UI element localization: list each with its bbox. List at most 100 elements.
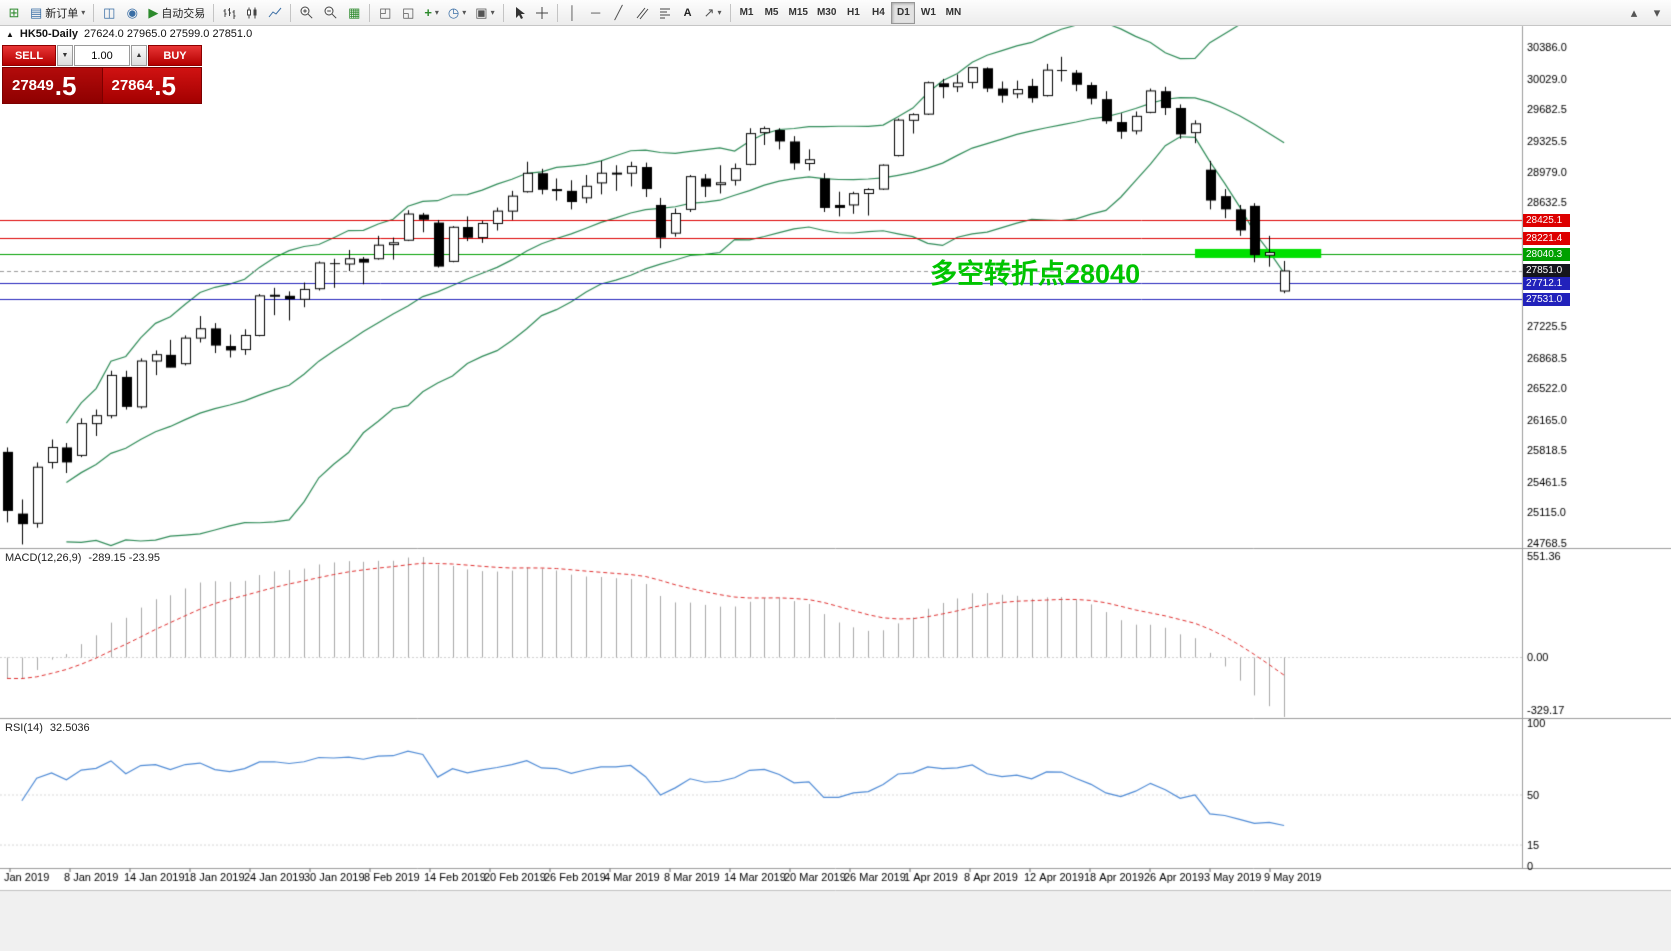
chevron-down-icon: ▾ <box>81 8 86 17</box>
toolbar-separator <box>556 3 558 22</box>
toolbar-extra-down-button[interactable]: ▾ <box>1646 2 1668 24</box>
profiles-button[interactable]: ◫ <box>98 2 120 24</box>
ask-price-display[interactable]: 27864 .5 <box>102 67 202 104</box>
templates-button[interactable]: ▣ ▾ <box>471 2 498 24</box>
trendline-icon: ╱ <box>614 5 623 20</box>
indicators-grid-button[interactable]: ▦ <box>343 2 365 24</box>
triangle-down-icon: ▼ <box>61 52 69 59</box>
rsi-title: RSI(14) <box>5 722 43 734</box>
bid-price-fraction: .5 <box>54 70 77 101</box>
new-chart-icon: ⊞ <box>8 5 20 20</box>
crosshair-tool-button[interactable] <box>531 2 553 24</box>
timeframe-m5-button[interactable]: M5 <box>760 2 784 24</box>
level-price-label: 27712.1 <box>1523 276 1570 290</box>
timeframe-m1-button[interactable]: M1 <box>735 2 759 24</box>
bid-price-main: 27849 <box>12 77 54 94</box>
template-icon: ▣ <box>475 5 488 20</box>
chevron-down-icon: ▾ <box>490 8 495 17</box>
data-window-icon: ◉ <box>126 5 138 20</box>
timeframe-m15-button[interactable]: M15 <box>785 2 812 24</box>
macd-title: MACD(12,26,9) <box>5 552 82 564</box>
channel-icon <box>636 7 648 19</box>
chevron-down-icon: ▾ <box>1653 5 1661 20</box>
vertical-line-tool-button[interactable]: │ <box>562 2 584 24</box>
level-price-label: 27531.0 <box>1523 292 1570 306</box>
timeframe-h4-button[interactable]: H4 <box>866 2 890 24</box>
chevron-down-icon: ▾ <box>462 8 467 17</box>
timeframe-w1-button[interactable]: W1 <box>916 2 940 24</box>
trendline-tool-button[interactable]: ╱ <box>608 2 630 24</box>
candlestick-mode-button[interactable] <box>241 2 263 24</box>
cursor-tool-button[interactable] <box>508 2 530 24</box>
toolbar-separator <box>290 3 292 22</box>
horizontal-line-icon: ─ <box>590 5 601 20</box>
level-price-label: 28425.1 <box>1523 213 1570 227</box>
zoom-out-button[interactable] <box>319 2 342 24</box>
horizontal-line-tool-button[interactable]: ─ <box>585 2 607 24</box>
rsi-header: RSI(14) 32.5036 <box>5 722 90 734</box>
line-chart-icon <box>268 7 282 17</box>
order-ticket-icon: ▤ <box>30 5 43 20</box>
ask-price-fraction: .5 <box>154 70 176 101</box>
timeframe-d1-button[interactable]: D1 <box>891 1 916 24</box>
buy-button[interactable]: BUY <box>148 45 202 66</box>
bar-chart-mode-button[interactable] <box>218 2 240 24</box>
cursor-icon <box>515 6 525 19</box>
periods-menu-button[interactable]: ◷ ▾ <box>444 2 470 24</box>
channel-tool-button[interactable] <box>631 2 653 24</box>
vertical-line-icon: │ <box>568 5 577 20</box>
toolbar-separator <box>213 3 215 22</box>
ask-price-main: 27864 <box>111 77 154 94</box>
toolbar-separator <box>502 3 504 22</box>
fibonacci-tool-button[interactable] <box>654 2 676 24</box>
toolbar-separator <box>729 3 731 22</box>
zoom-in-icon <box>300 6 313 19</box>
tile-windows-button[interactable]: ◰ <box>374 2 396 24</box>
triangle-up-icon: ▲ <box>135 52 143 59</box>
cascade-windows-button[interactable]: ◱ <box>397 2 419 24</box>
timeframe-m30-button[interactable]: M30 <box>813 2 840 24</box>
zoom-in-button[interactable] <box>295 2 318 24</box>
text-label-tool-button[interactable]: A <box>677 2 699 24</box>
bid-price-display[interactable]: 27849 .5 <box>2 67 103 104</box>
auto-trading-button[interactable]: ▶ 自动交易 <box>144 2 209 24</box>
timeframe-mn-button[interactable]: MN <box>941 2 965 24</box>
timeframe-h1-button[interactable]: H1 <box>841 2 865 24</box>
chart-ohlc-values: 27624.0 27965.0 27599.0 27851.0 <box>84 28 253 40</box>
profiles-icon: ◫ <box>103 5 116 20</box>
arrows-tool-button[interactable]: ↗ ▾ <box>700 2 726 24</box>
plus-icon: + <box>424 5 432 20</box>
current-price-label: 27851.0 <box>1523 264 1570 278</box>
volume-input[interactable] <box>74 45 130 66</box>
level-price-label: 28040.3 <box>1523 247 1570 261</box>
auto-trading-play-icon: ▶ <box>148 5 159 20</box>
toolbar-extra-up-button[interactable]: ▴ <box>1623 2 1645 24</box>
cascade-windows-icon: ◱ <box>402 5 415 20</box>
new-chart-button[interactable]: ⊞ <box>3 2 25 24</box>
line-chart-mode-button[interactable] <box>264 2 286 24</box>
sell-button[interactable]: SELL <box>2 45 56 66</box>
fibonacci-icon <box>659 8 670 18</box>
new-order-button[interactable]: ▤ 新订单 ▾ <box>26 2 89 24</box>
toolbar: ⊞ ▤ 新订单 ▾ ◫ ◉ ▶ 自动交易 ▦ ◰ <box>0 0 1671 26</box>
chevron-down-icon: ▾ <box>717 8 722 17</box>
volume-increase-button[interactable]: ▲ <box>131 45 147 66</box>
oct-toggle-icon[interactable]: ▲ <box>6 29 14 39</box>
one-click-trading-panel: SELL ▼ ▲ BUY 27849 .5 27864 .5 <box>2 45 202 104</box>
chart-symbol: HK50-Daily <box>19 28 78 40</box>
toolbar-separator <box>369 3 371 22</box>
arrow-icon: ↗ <box>703 5 715 20</box>
macd-header: MACD(12,26,9) -289.15 -23.95 <box>5 552 160 564</box>
auto-trading-label: 自动交易 <box>161 7 206 20</box>
chevron-up-icon: ▴ <box>1630 5 1638 20</box>
add-indicator-button[interactable]: + ▾ <box>420 2 443 24</box>
data-window-button[interactable]: ◉ <box>121 2 143 24</box>
macd-values: -289.15 -23.95 <box>88 552 160 564</box>
rsi-value: 32.5036 <box>49 722 90 734</box>
new-order-label: 新订单 <box>45 7 79 20</box>
chevron-down-icon: ▾ <box>434 8 439 17</box>
volume-decrease-button[interactable]: ▼ <box>57 45 73 66</box>
bar-chart-icon <box>223 7 236 19</box>
